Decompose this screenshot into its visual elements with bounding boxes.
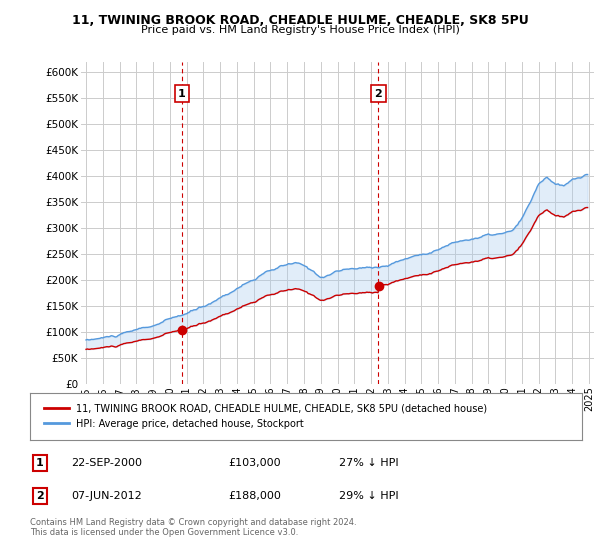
Text: 1: 1 <box>36 458 44 468</box>
Text: £188,000: £188,000 <box>229 491 281 501</box>
Text: 11, TWINING BROOK ROAD, CHEADLE HULME, CHEADLE, SK8 5PU: 11, TWINING BROOK ROAD, CHEADLE HULME, C… <box>71 14 529 27</box>
Text: 1: 1 <box>178 89 186 99</box>
Legend: 11, TWINING BROOK ROAD, CHEADLE HULME, CHEADLE, SK8 5PU (detached house), HPI: A: 11, TWINING BROOK ROAD, CHEADLE HULME, C… <box>40 400 491 433</box>
Text: 07-JUN-2012: 07-JUN-2012 <box>71 491 142 501</box>
Text: Contains HM Land Registry data © Crown copyright and database right 2024.
This d: Contains HM Land Registry data © Crown c… <box>30 518 356 538</box>
Text: Price paid vs. HM Land Registry's House Price Index (HPI): Price paid vs. HM Land Registry's House … <box>140 25 460 35</box>
Text: 2: 2 <box>36 491 44 501</box>
Text: 29% ↓ HPI: 29% ↓ HPI <box>339 491 399 501</box>
Text: 2: 2 <box>374 89 382 99</box>
Text: 22-SEP-2000: 22-SEP-2000 <box>71 458 142 468</box>
Text: £103,000: £103,000 <box>229 458 281 468</box>
Text: 27% ↓ HPI: 27% ↓ HPI <box>339 458 399 468</box>
